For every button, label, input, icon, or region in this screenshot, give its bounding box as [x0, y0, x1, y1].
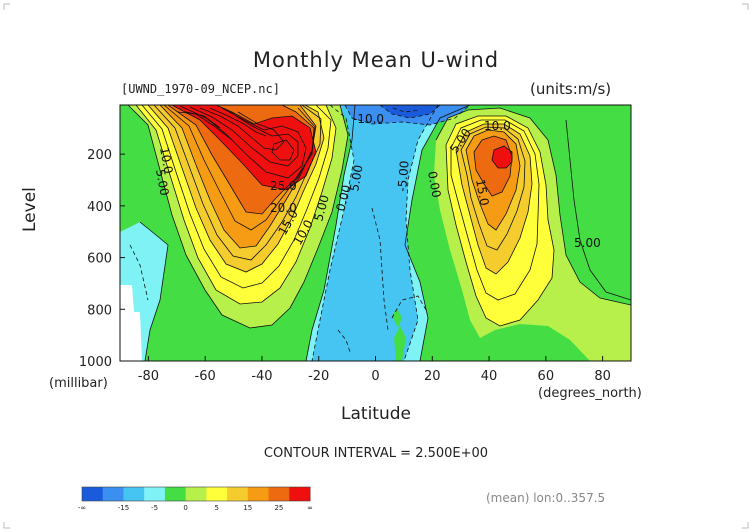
colorbar-label: 5 — [214, 504, 218, 512]
y-tick-label: 800 — [87, 303, 112, 318]
contour-label: 5.00 — [311, 193, 331, 222]
colorbar-label: -∞ — [78, 504, 86, 512]
x-tick-label: -80 — [138, 369, 159, 384]
band-green-spot-2 — [392, 308, 402, 328]
band-green-north-edge — [566, 105, 631, 300]
x-tick-label: 40 — [481, 369, 498, 384]
x-tick-label: 20 — [424, 369, 441, 384]
contour-label: 15.0 — [473, 178, 491, 207]
contour-label: 20.0 — [270, 201, 297, 215]
colorbar-label: -15 — [118, 504, 129, 512]
colorbar-swatch — [227, 487, 249, 501]
contour-label: -10.0 — [353, 112, 384, 126]
contour-label: 5.00 — [153, 168, 171, 197]
contour-lines-negative — [129, 105, 471, 361]
y-axis: 200 400 600 800 1000 — [79, 148, 125, 370]
colorbar-swatch — [268, 487, 290, 501]
contour-label: 0.00 — [333, 183, 353, 212]
mean-note: (mean) lon:0..357.5 — [486, 491, 606, 505]
contour-label: 0.00 — [425, 170, 443, 199]
x-tick-label: -60 — [195, 369, 216, 384]
x-tick-label: -40 — [251, 369, 272, 384]
band-blue-equator — [312, 105, 438, 361]
x-tick-label: 80 — [594, 369, 611, 384]
band-green-spot-1 — [394, 326, 406, 361]
band-white-south — [120, 285, 142, 361]
units-label: (units:m/s) — [530, 80, 612, 98]
y-axis-unit: (millibar) — [49, 376, 108, 391]
file-label: [UWND_1970-09_NCEP.nc] — [121, 82, 280, 96]
colorbar-swatch — [164, 487, 187, 501]
colorbar-swatch — [102, 487, 124, 501]
contour-labels: 10.0 5.00 25.0 20.0 15.0 10.0 5.00 -10.0… — [153, 112, 601, 250]
y-tick-label: 600 — [87, 252, 112, 267]
crop-marks — [3, 3, 749, 529]
contour-label: 25.0 — [270, 179, 297, 193]
colorbar-label: -5 — [151, 504, 158, 512]
y-axis-title: Level — [20, 187, 40, 232]
contour-label: 10.0 — [157, 146, 175, 175]
colorbar-frame — [81, 486, 311, 502]
colorbar-swatch — [185, 487, 207, 501]
contour-label: 5.00 — [347, 164, 365, 193]
contour-interval: CONTOUR INTERVAL = 2.500E+00 — [263, 446, 489, 461]
chart-title: Monthly Mean U-wind — [252, 48, 500, 72]
colorbar-swatch — [247, 487, 270, 501]
colorbar-label: 25 — [274, 504, 283, 512]
x-tick-label: 60 — [538, 369, 555, 384]
colorbar-swatch — [82, 487, 104, 501]
colorbar-swatch — [123, 487, 145, 501]
x-axis: -80 -60 -40 -20 0 20 40 60 80 — [138, 356, 611, 384]
y-tick-label: 1000 — [79, 355, 112, 370]
colorbar-label: ∞ — [307, 504, 313, 512]
contour-label: 10.0 — [484, 119, 511, 133]
colorbar-swatch — [289, 487, 311, 501]
x-tick-label: -20 — [308, 369, 329, 384]
colorbar-label: 0 — [183, 504, 187, 512]
colorbar-swatch — [144, 487, 166, 501]
x-tick-label: 0 — [371, 369, 379, 384]
contour-label: -5.00 — [395, 160, 412, 192]
colorbar: -∞ -15 -5 0 5 15 25 ∞ — [78, 486, 313, 512]
band-red-north — [492, 146, 512, 168]
y-tick-label: 200 — [87, 148, 112, 163]
colorbar-label: 15 — [243, 504, 252, 512]
contour-label: 5.00 — [574, 236, 601, 250]
colorbar-swatch — [206, 487, 228, 501]
x-axis-unit: (degrees_north) — [538, 386, 642, 401]
x-axis-title: Latitude — [341, 404, 411, 424]
contour-field: 10.0 5.00 25.0 20.0 15.0 10.0 5.00 -10.0… — [120, 105, 631, 361]
y-tick-label: 400 — [87, 200, 112, 215]
